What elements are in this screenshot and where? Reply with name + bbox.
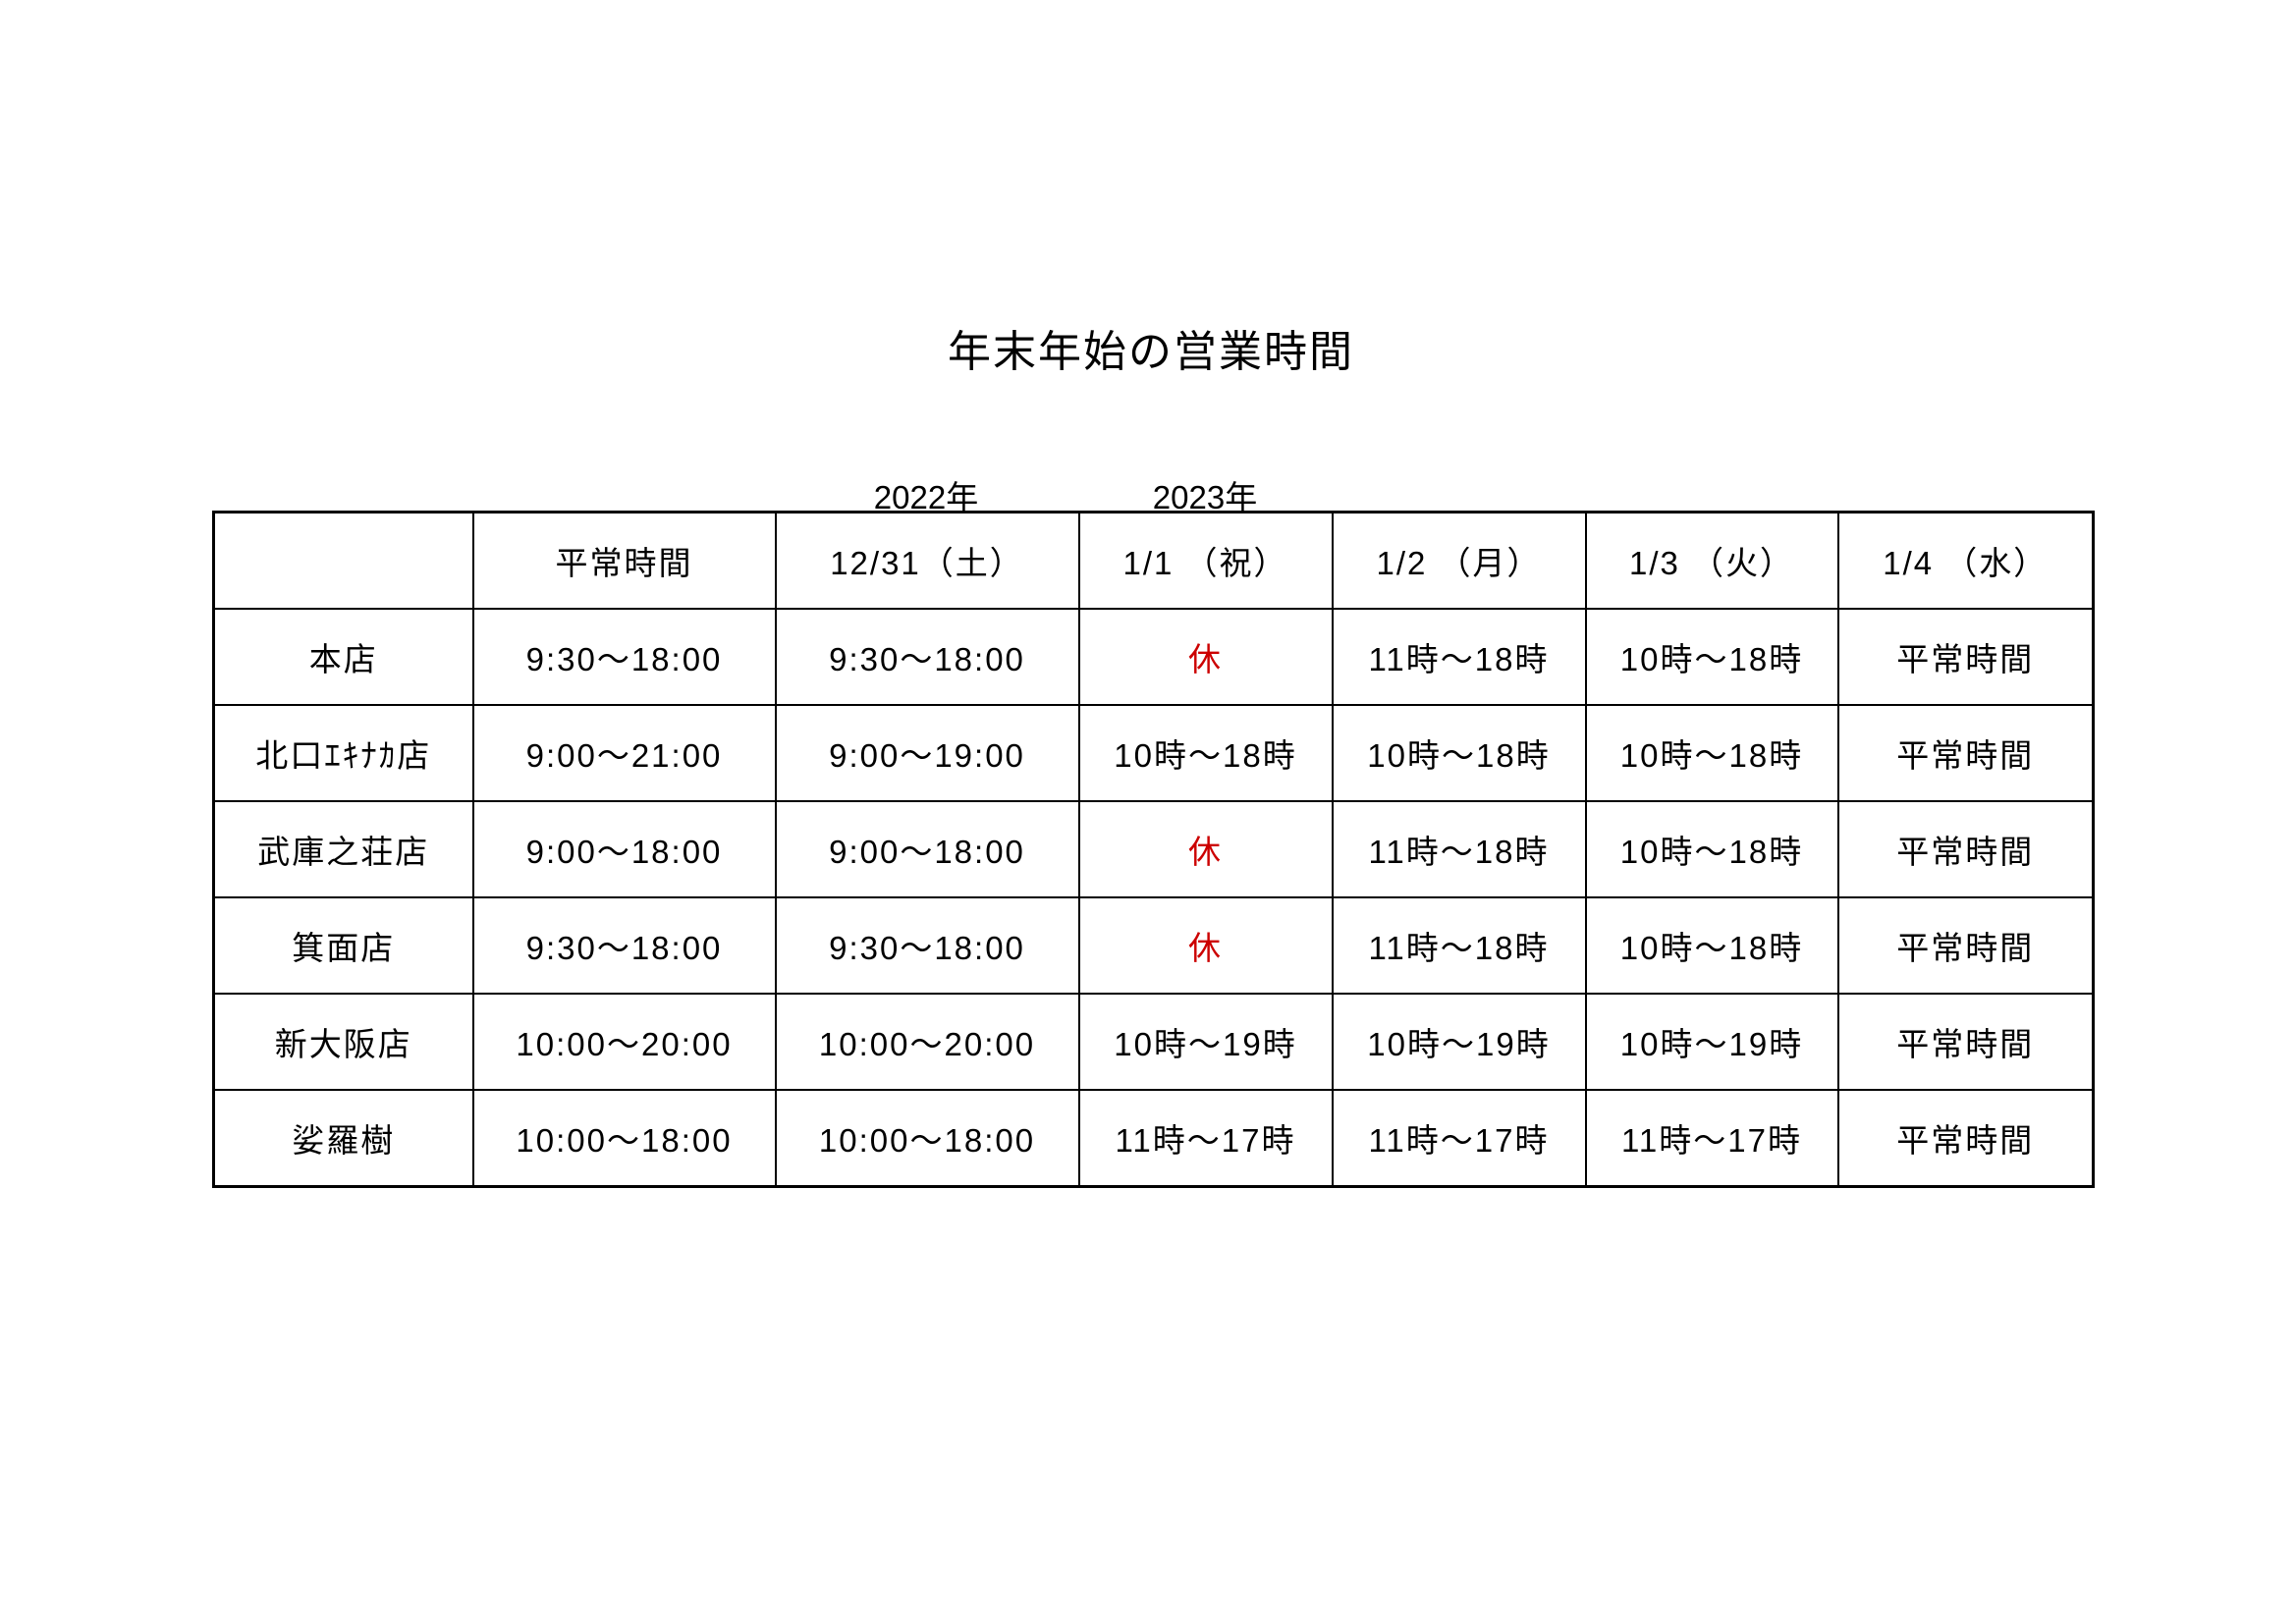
hours-cell: 平常時間 [1836,608,2095,706]
hours-cell: 11時〜18時 [1331,800,1587,898]
hours-cell: 平常時間 [1836,704,2095,802]
hours-cell: 10時〜18時 [1584,896,1839,995]
hours-cell: 10時〜18時 [1584,608,1839,706]
column-header: 1/2 （月） [1331,511,1587,610]
hours-cell: 10:00〜18:00 [471,1089,777,1188]
column-header [212,511,474,610]
hours-cell: 11時〜18時 [1331,608,1587,706]
hours-cell: 平常時間 [1836,896,2095,995]
table-row: 北口ｴｷﾅｶ店 9:00〜21:00 9:00〜19:00 10時〜18時 10時〜18… [212,704,2095,802]
hours-cell: 平常時間 [1836,800,2095,898]
page-title: 年末年始の営業時間 [948,328,1354,376]
hours-cell: 10:00〜18:00 [774,1089,1080,1188]
hours-cell: 11時〜17時 [1584,1089,1839,1188]
hours-cell: 9:00〜18:00 [471,800,777,898]
hours-cell: 11時〜17時 [1077,1089,1334,1188]
year-label-2022: 2022年 [873,479,979,515]
column-header: 12/31（土） [774,511,1080,610]
table-row: 武庫之荘店 9:00〜18:00 9:00〜18:00 休 11時〜18時 10時〜18時… [212,800,2095,898]
store-name-cell: 武庫之荘店 [212,800,474,898]
hours-cell: 休 [1077,800,1334,898]
hours-cell: 休 [1077,896,1334,995]
hours-cell: 平常時間 [1836,1089,2095,1188]
hours-cell: 9:00〜21:00 [471,704,777,802]
table-row: 本店 9:30〜18:00 9:30〜18:00 休 11時〜18時 10時〜18時 平常時… [212,608,2095,706]
hours-cell: 平常時間 [1836,993,2095,1091]
hours-cell: 10時〜18時 [1584,704,1839,802]
store-name-cell: 新大阪店 [212,993,474,1091]
table-row: 娑羅樹 10:00〜18:00 10:00〜18:00 11時〜17時 11時〜17時 1… [212,1089,2095,1188]
hours-cell: 10時〜19時 [1584,993,1839,1091]
hours-cell: 9:30〜18:00 [471,896,777,995]
hours-cell: 9:00〜18:00 [774,800,1080,898]
table-row: 新大阪店 10:00〜20:00 10:00〜20:00 10時〜19時 10時〜19時… [212,993,2095,1091]
hours-cell: 9:30〜18:00 [774,896,1080,995]
hours-cell: 11時〜18時 [1331,896,1587,995]
column-header: 1/3 （火） [1584,511,1839,610]
column-header: 1/1 （祝） [1077,511,1334,610]
hours-cell: 10時〜18時 [1331,704,1587,802]
hours-cell: 10:00〜20:00 [471,993,777,1091]
hours-cell: 9:30〜18:00 [774,608,1080,706]
hours-cell: 10時〜19時 [1077,993,1334,1091]
hours-cell: 9:00〜19:00 [774,704,1080,802]
store-name-cell: 箕面店 [212,896,474,995]
table-row: 箕面店 9:30〜18:00 9:30〜18:00 休 11時〜18時 10時〜18時 平常… [212,896,2095,995]
column-header: 1/4 （水） [1836,511,2095,610]
hours-cell: 10時〜18時 [1584,800,1839,898]
store-name-cell: 北口ｴｷﾅｶ店 [212,704,474,802]
hours-cell: 休 [1077,608,1334,706]
hours-cell: 10時〜18時 [1077,704,1334,802]
header-row: 平常時間 12/31（土） 1/1 （祝） 1/2 （月） 1/3 （火） 1/4 （水） [212,511,2095,610]
column-header: 平常時間 [471,511,777,610]
store-name-cell: 本店 [212,608,474,706]
store-name-cell: 娑羅樹 [212,1089,474,1188]
year-label-2023: 2023年 [1152,479,1258,515]
business-hours-table: 平常時間 12/31（土） 1/1 （祝） 1/2 （月） 1/3 （火） 1/4 （水）… [212,511,2095,1188]
hours-cell: 9:30〜18:00 [471,608,777,706]
hours-cell: 11時〜17時 [1331,1089,1587,1188]
hours-cell: 10:00〜20:00 [774,993,1080,1091]
hours-cell: 10時〜19時 [1331,993,1587,1091]
